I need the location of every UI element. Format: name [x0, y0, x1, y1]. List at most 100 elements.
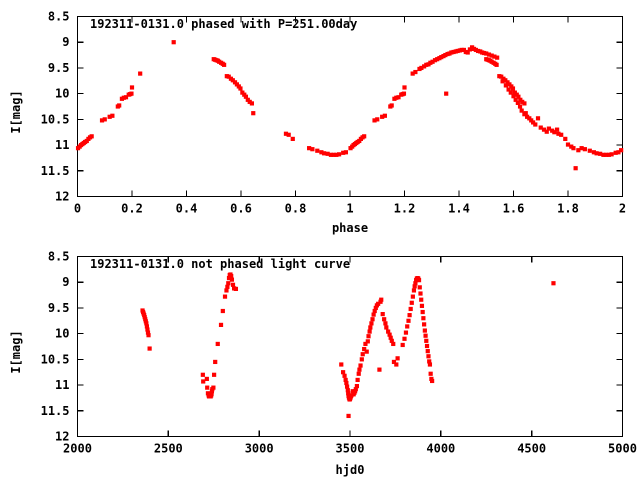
data-point [613, 150, 618, 155]
data-point [215, 341, 220, 347]
y-tick-label: 9 [62, 35, 69, 49]
data-point [212, 372, 217, 377]
y-tick-label: 10 [55, 327, 69, 341]
data-point [89, 134, 94, 139]
data-point [218, 322, 224, 327]
data-point [222, 294, 228, 299]
y-tick-label: 10.5 [41, 352, 70, 366]
data-point [511, 94, 516, 99]
data-point [531, 120, 536, 125]
data-point [355, 377, 360, 383]
data-point [582, 147, 587, 152]
data-point [410, 71, 415, 76]
y-tick-label: 9 [62, 275, 69, 289]
data-point [565, 142, 571, 147]
data-point [541, 127, 547, 132]
axis-tick-labels-top: 0 0.2 0.4 0.6 0.8 1 1.2 1.4 1.6 1.8 2 8.5 9 9.5 10 10.5… [41, 10, 627, 216]
data-point [290, 136, 295, 141]
data-point [510, 86, 516, 91]
y-tick-label: 8.5 [48, 10, 70, 24]
data-point [222, 62, 227, 67]
data-point [522, 112, 527, 117]
data-point [409, 300, 414, 305]
data-point [389, 338, 394, 343]
data-point [503, 78, 508, 83]
data-point [519, 108, 524, 113]
data-point [373, 305, 378, 311]
data-point [99, 118, 105, 123]
data-point [401, 91, 407, 96]
axis-tick-labels-bottom: 2000 2500 3000 3500 4000 4500 5000 8.5 9 9.5 10 10.… [41, 250, 637, 456]
data-point [425, 349, 430, 354]
data-point [358, 363, 363, 368]
data-point [383, 321, 388, 326]
data-point [555, 127, 560, 132]
x-tick-label: 0 [74, 202, 81, 216]
data-point [423, 333, 428, 338]
data-point [337, 152, 342, 157]
y-tick-label: 12 [55, 190, 69, 204]
data-point [403, 330, 409, 335]
data-point [465, 50, 470, 55]
data-point [451, 49, 456, 55]
data-point [226, 281, 231, 286]
data-point [144, 321, 149, 326]
data-point [430, 59, 435, 64]
x-tick-label: 1 [346, 202, 353, 216]
data-point [286, 132, 291, 137]
data-point [402, 336, 407, 341]
data-point [422, 328, 427, 333]
data-point [559, 132, 564, 137]
data-point [394, 362, 399, 367]
axis-ticks-top [76, 15, 624, 198]
data-point [435, 57, 440, 62]
data-point [571, 146, 576, 151]
x-axis-label-hjd0: hjd0 [336, 463, 365, 477]
data-point [569, 144, 574, 149]
data-point [230, 78, 235, 83]
data-point [360, 352, 365, 357]
data-point [144, 324, 149, 329]
y-tick-label: 9.5 [48, 61, 70, 75]
data-point [389, 103, 394, 108]
data-point [400, 342, 405, 348]
data-point [419, 303, 425, 308]
x-tick-label: 2000 [63, 442, 92, 456]
y-tick-label: 9.5 [48, 301, 70, 315]
data-point [520, 99, 525, 104]
data-point [503, 83, 508, 88]
data-point [344, 384, 350, 389]
data-point [225, 284, 230, 289]
data-point [538, 125, 543, 130]
unphased-light-curve-panel: 2000 2500 3000 3500 4000 4500 5000 8.5 9 9.5 10 10.… [0, 240, 640, 480]
data-point [364, 349, 369, 354]
y-axis-label-imag-bottom: I[mag] [9, 330, 23, 373]
data-point [594, 151, 599, 156]
x-tick-label: 5000 [608, 442, 637, 456]
data-point [424, 343, 430, 349]
data-point [342, 373, 347, 378]
x-tick-label: 0.6 [230, 202, 252, 216]
data-point [146, 333, 151, 338]
data-point [516, 94, 521, 99]
data-point [573, 166, 578, 171]
data-point [328, 152, 334, 157]
data-point [366, 334, 371, 339]
data-point [443, 52, 448, 58]
data-points-bottom [140, 272, 556, 419]
data-point [428, 371, 433, 376]
plot-frame-top [76, 15, 624, 198]
data-point [357, 367, 362, 372]
data-point [230, 282, 236, 287]
data-point [283, 131, 289, 136]
data-point [229, 277, 235, 282]
data-point [123, 95, 129, 100]
data-point [598, 151, 603, 156]
data-point [209, 391, 214, 396]
data-point [499, 74, 504, 79]
data-point [604, 152, 609, 157]
x-axis-label-phase: phase [332, 221, 368, 235]
x-tick-label: 1.4 [448, 202, 470, 216]
data-point [467, 47, 472, 52]
data-point [343, 150, 349, 155]
